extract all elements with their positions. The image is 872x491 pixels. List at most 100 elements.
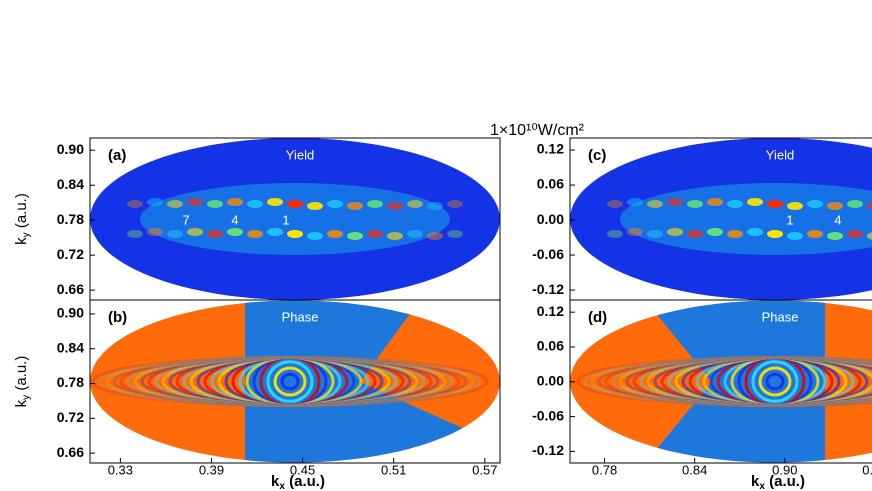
blob (207, 230, 223, 238)
blob (707, 228, 723, 236)
blob (127, 200, 143, 208)
blob (827, 202, 843, 210)
blob (447, 230, 463, 238)
ring (161, 356, 419, 407)
blob (147, 228, 163, 236)
ring (653, 356, 872, 407)
blob (287, 200, 303, 208)
ring (133, 356, 447, 407)
x-axis-label-part: (a.u.) (765, 473, 805, 490)
ring (646, 356, 872, 407)
panel-title: Yield (286, 147, 314, 162)
y-axis-label-part: (a.u.) (13, 356, 30, 395)
blob (167, 200, 183, 208)
map (570, 138, 872, 300)
annotation: 7 (182, 212, 189, 227)
panel-label: (a) (108, 147, 126, 164)
blob (387, 202, 403, 210)
blob (747, 228, 763, 236)
blob (227, 198, 243, 206)
panel-label: (d) (588, 309, 607, 326)
blob (147, 198, 163, 206)
blob (307, 232, 323, 240)
blob (347, 232, 363, 240)
blob (347, 202, 363, 210)
blob (247, 200, 263, 208)
ring (590, 356, 872, 407)
blob (807, 200, 823, 208)
phase-region (245, 300, 500, 463)
x-tick-label: 0.51 (381, 462, 406, 477)
map (90, 138, 500, 300)
blob (747, 198, 763, 206)
y-axis-label-part: k (13, 399, 30, 407)
x-tick-label: 0.57 (472, 462, 497, 477)
x-axis-label-part: x (759, 481, 765, 491)
blob (127, 230, 143, 238)
ring (618, 356, 872, 407)
y-axis-label: ky (a.u.) (13, 356, 32, 408)
panel-label: (c) (588, 147, 606, 164)
blob (687, 200, 703, 208)
ring (611, 356, 872, 407)
blob (827, 232, 843, 240)
blob (607, 200, 623, 208)
y-axis-label: ky (a.u.) (13, 193, 32, 245)
figure-title: 1×10¹⁰W/cm² (490, 122, 585, 139)
blob (407, 230, 423, 238)
ring (266, 360, 314, 403)
blob (387, 232, 403, 240)
ring (604, 356, 872, 407)
ring (765, 372, 785, 391)
ring (758, 366, 792, 397)
y-tick-label: -0.12 (532, 281, 564, 297)
y-tick-label: 0.06 (537, 338, 564, 354)
x-axis-label: kx (a.u.) (271, 473, 325, 491)
y-tick-label: 0.84 (57, 176, 84, 192)
annotation: 4 (231, 212, 238, 227)
blob (627, 228, 643, 236)
ring (660, 356, 872, 407)
blob (627, 198, 643, 206)
y-tick-label: 0.66 (57, 444, 84, 460)
blob (867, 232, 872, 240)
y-tick-label: -0.12 (532, 442, 564, 458)
blob (647, 200, 663, 208)
blob (447, 200, 463, 208)
ring (98, 356, 482, 407)
ring (182, 356, 398, 407)
annotation: 1 (786, 212, 793, 227)
ring (280, 372, 300, 391)
blob (267, 228, 283, 236)
x-tick-label: 0.45 (290, 462, 315, 477)
ring (639, 356, 872, 407)
panel-title: Yield (766, 147, 794, 162)
panel-title: Phase (762, 309, 799, 324)
y-tick-label: 0.90 (57, 305, 84, 321)
annotation: 1 (282, 212, 289, 227)
blob (187, 198, 203, 206)
y-tick-label: 0.12 (537, 141, 564, 157)
y-tick-label: 0.72 (57, 409, 84, 425)
x-tick-label: 0.33 (108, 462, 133, 477)
x-tick-label: 0.90 (772, 462, 797, 477)
y-tick-label: 0.90 (57, 141, 84, 157)
blob (167, 230, 183, 238)
plot-frame (89, 299, 501, 464)
blob (227, 228, 243, 236)
y-tick-label: 0.78 (57, 374, 84, 390)
blob (807, 230, 823, 238)
blob (727, 230, 743, 238)
blob (727, 200, 743, 208)
blob (667, 198, 683, 206)
annotation: 4 (834, 212, 841, 227)
y-tick-label: 0.00 (537, 372, 564, 388)
y-tick-label: -0.06 (532, 246, 564, 262)
ring (597, 356, 872, 407)
x-axis-label-part: (a.u.) (285, 473, 325, 490)
ring (273, 366, 307, 397)
blob (767, 230, 783, 238)
blob (687, 230, 703, 238)
y-axis-label-part: y (21, 395, 32, 400)
